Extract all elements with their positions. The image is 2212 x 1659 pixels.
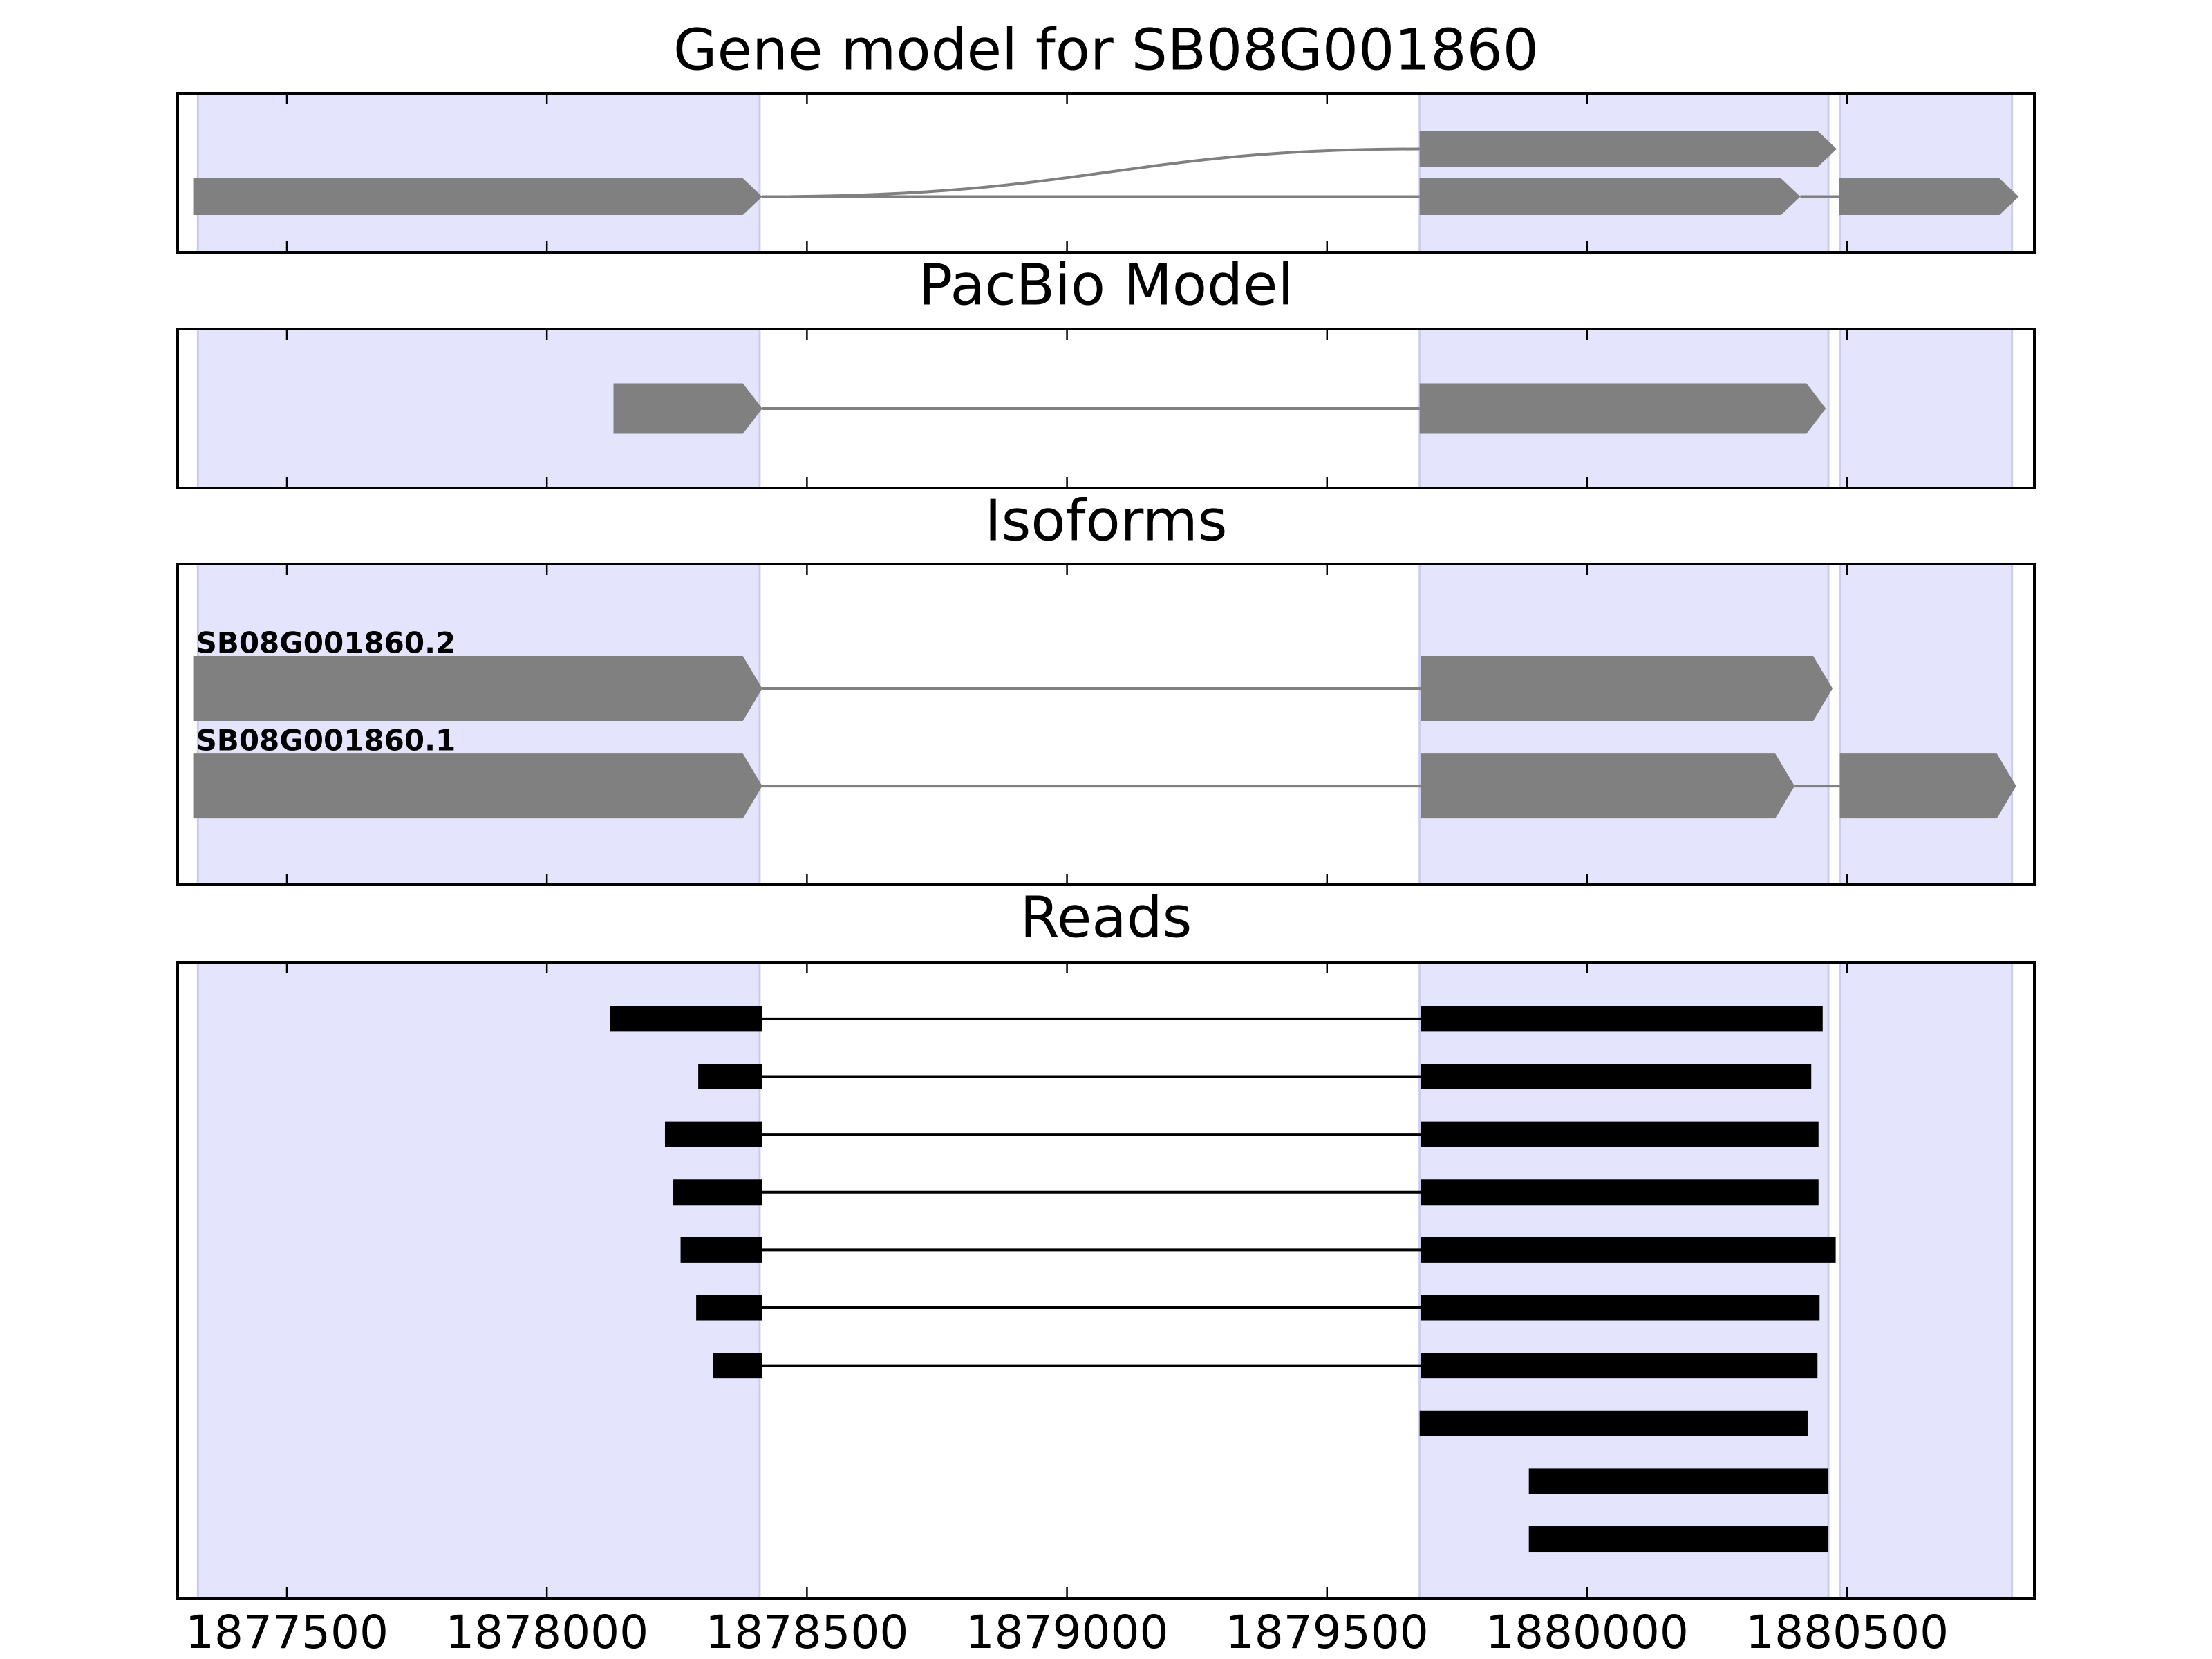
exon — [193, 656, 762, 722]
read-block — [1421, 1295, 1820, 1321]
read-block — [1421, 1064, 1812, 1090]
exon-region — [1418, 563, 1830, 886]
exon — [1419, 383, 1826, 434]
panel-title: Reads — [1020, 885, 1192, 950]
exon — [1419, 178, 1801, 215]
read-block — [610, 1006, 762, 1032]
read-block — [1421, 1353, 1818, 1379]
axes-frame — [176, 961, 2036, 1600]
x-tick-label: 1879000 — [966, 1606, 1169, 1659]
panel-title: Gene model for SB08G001860 — [673, 17, 1539, 83]
junction-curve — [762, 147, 1420, 198]
read-block — [1528, 1526, 1829, 1553]
exon-region — [1839, 328, 2014, 489]
panel-title: PacBio Model — [919, 252, 1294, 318]
read-block — [1421, 1006, 1823, 1032]
exon-region — [196, 563, 761, 886]
exon — [1421, 656, 1833, 722]
read-block — [680, 1237, 762, 1263]
x-tick-label: 1878500 — [705, 1606, 908, 1659]
exon — [193, 178, 762, 215]
exon-region — [1418, 961, 1830, 1600]
read-block — [698, 1064, 762, 1090]
exon — [193, 753, 762, 819]
exon-region — [1418, 92, 1830, 254]
x-tick-label: 1878000 — [445, 1606, 648, 1659]
exon-region — [196, 961, 761, 1600]
read-block — [1421, 1121, 1819, 1147]
axes-frame — [176, 563, 2036, 886]
exon — [1839, 178, 2019, 215]
panel-title: Isoforms — [985, 488, 1228, 554]
read-block — [1421, 1179, 1819, 1206]
axes-frame — [176, 328, 2036, 489]
x-tick-label: 1880000 — [1485, 1606, 1689, 1659]
read-block — [1528, 1468, 1829, 1494]
x-tick-label: 1880500 — [1745, 1606, 1949, 1659]
axes-frame — [176, 92, 2036, 254]
exon-region — [1839, 961, 2014, 1600]
x-tick-label: 1877500 — [185, 1606, 388, 1659]
read-block — [696, 1295, 762, 1321]
read-block — [1421, 1237, 1836, 1263]
exon-region — [196, 92, 761, 254]
exon-region — [1839, 563, 2014, 886]
exon — [1421, 753, 1795, 819]
exon — [1419, 131, 1837, 167]
isoform-label: SB08G001860.1 — [196, 724, 456, 758]
isoform-label: SB08G001860.2 — [196, 626, 456, 660]
exon — [1839, 753, 2016, 819]
x-tick-label: 1879500 — [1226, 1606, 1429, 1659]
exon — [613, 383, 762, 434]
read-block — [1419, 1410, 1808, 1436]
exon-region — [1839, 92, 2014, 254]
read-block — [713, 1353, 762, 1379]
read-block — [664, 1121, 762, 1147]
read-block — [673, 1179, 762, 1206]
